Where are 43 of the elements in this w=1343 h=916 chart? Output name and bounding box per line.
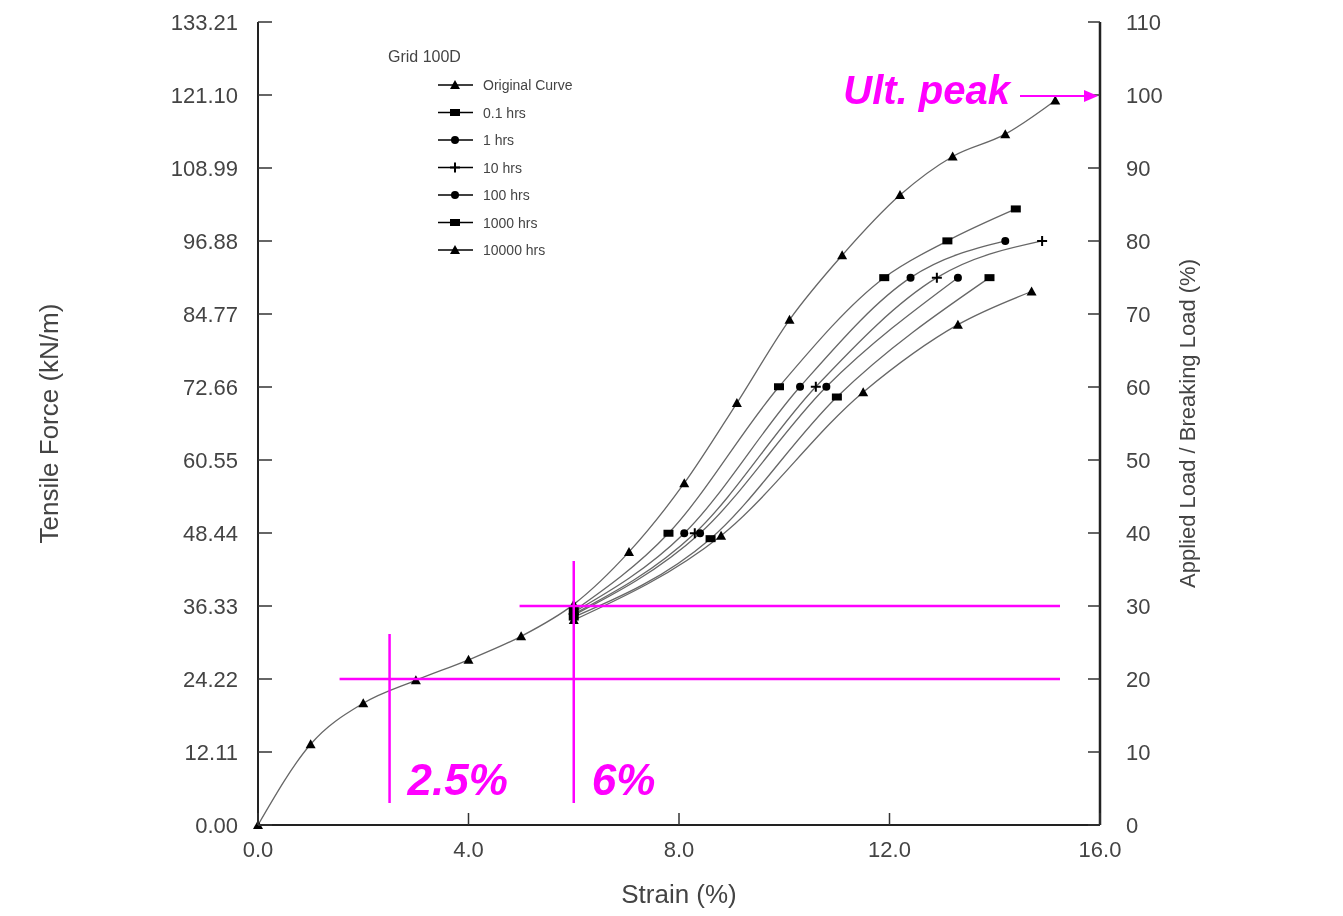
y-tick-label: 84.77	[182, 302, 238, 327]
y2-tick-label: 50	[1126, 448, 1151, 473]
legend-title: Grid 100D	[388, 48, 461, 65]
y-tick-label: 108.99	[170, 156, 238, 181]
x-axis-title: Strain (%)	[621, 879, 737, 909]
y-tick-label: 48.44	[182, 521, 238, 546]
ref-line-label: 6%	[591, 755, 656, 804]
y-tick-label: 121.10	[170, 83, 238, 108]
y-tick-label: 24.22	[182, 667, 238, 692]
y2-tick-label: 40	[1126, 521, 1151, 546]
y-tick-label: 12.11	[184, 740, 238, 765]
legend-label: 10000 hrs	[483, 242, 546, 258]
x-tick-label: 12.0	[868, 837, 911, 862]
y2-tick-label: 0	[1126, 813, 1139, 838]
legend-label: Original Curve	[483, 77, 573, 93]
legend-label: 1 hrs	[483, 132, 515, 148]
y2-tick-label: 80	[1126, 229, 1151, 254]
y-tick-label: 0.00	[195, 813, 238, 838]
y2-tick-label: 60	[1126, 375, 1151, 400]
y2-tick-label: 30	[1126, 594, 1151, 619]
y2-tick-label: 70	[1126, 302, 1151, 327]
annotation: Ult. peak	[843, 68, 1012, 112]
y2-tick-label: 10	[1126, 740, 1151, 765]
x-tick-label: 0.0	[242, 837, 274, 862]
y-tick-label: 133.21	[170, 10, 238, 35]
legend-label: 10 hrs	[483, 159, 522, 176]
y-tick-label: 96.88	[182, 229, 238, 254]
legend-label: 1000 hrs	[483, 214, 538, 231]
y-tick-label: 60.55	[182, 448, 238, 473]
ref-line-label: 2.5%	[406, 755, 508, 804]
x-tick-label: 8.0	[663, 837, 695, 862]
y2-tick-label: 90	[1126, 156, 1151, 181]
y2-tick-label: 110	[1126, 10, 1162, 35]
legend-label: 0.1 hrs	[483, 104, 526, 121]
y2-tick-label: 100	[1126, 83, 1163, 108]
x-tick-label: 16.0	[1078, 837, 1122, 862]
x-tick-label: 4.0	[453, 837, 484, 862]
y2-tick-label: 20	[1126, 667, 1151, 692]
y-tick-label: 36.33	[182, 594, 238, 619]
y-axis-title: Tensile Force (kN/m)	[34, 303, 64, 544]
legend-label: 100 hrs	[483, 187, 530, 203]
y2-axis-title: Applied Load / Breaking Load (%)	[1175, 259, 1200, 588]
y-tick-label: 72.66	[182, 375, 238, 400]
